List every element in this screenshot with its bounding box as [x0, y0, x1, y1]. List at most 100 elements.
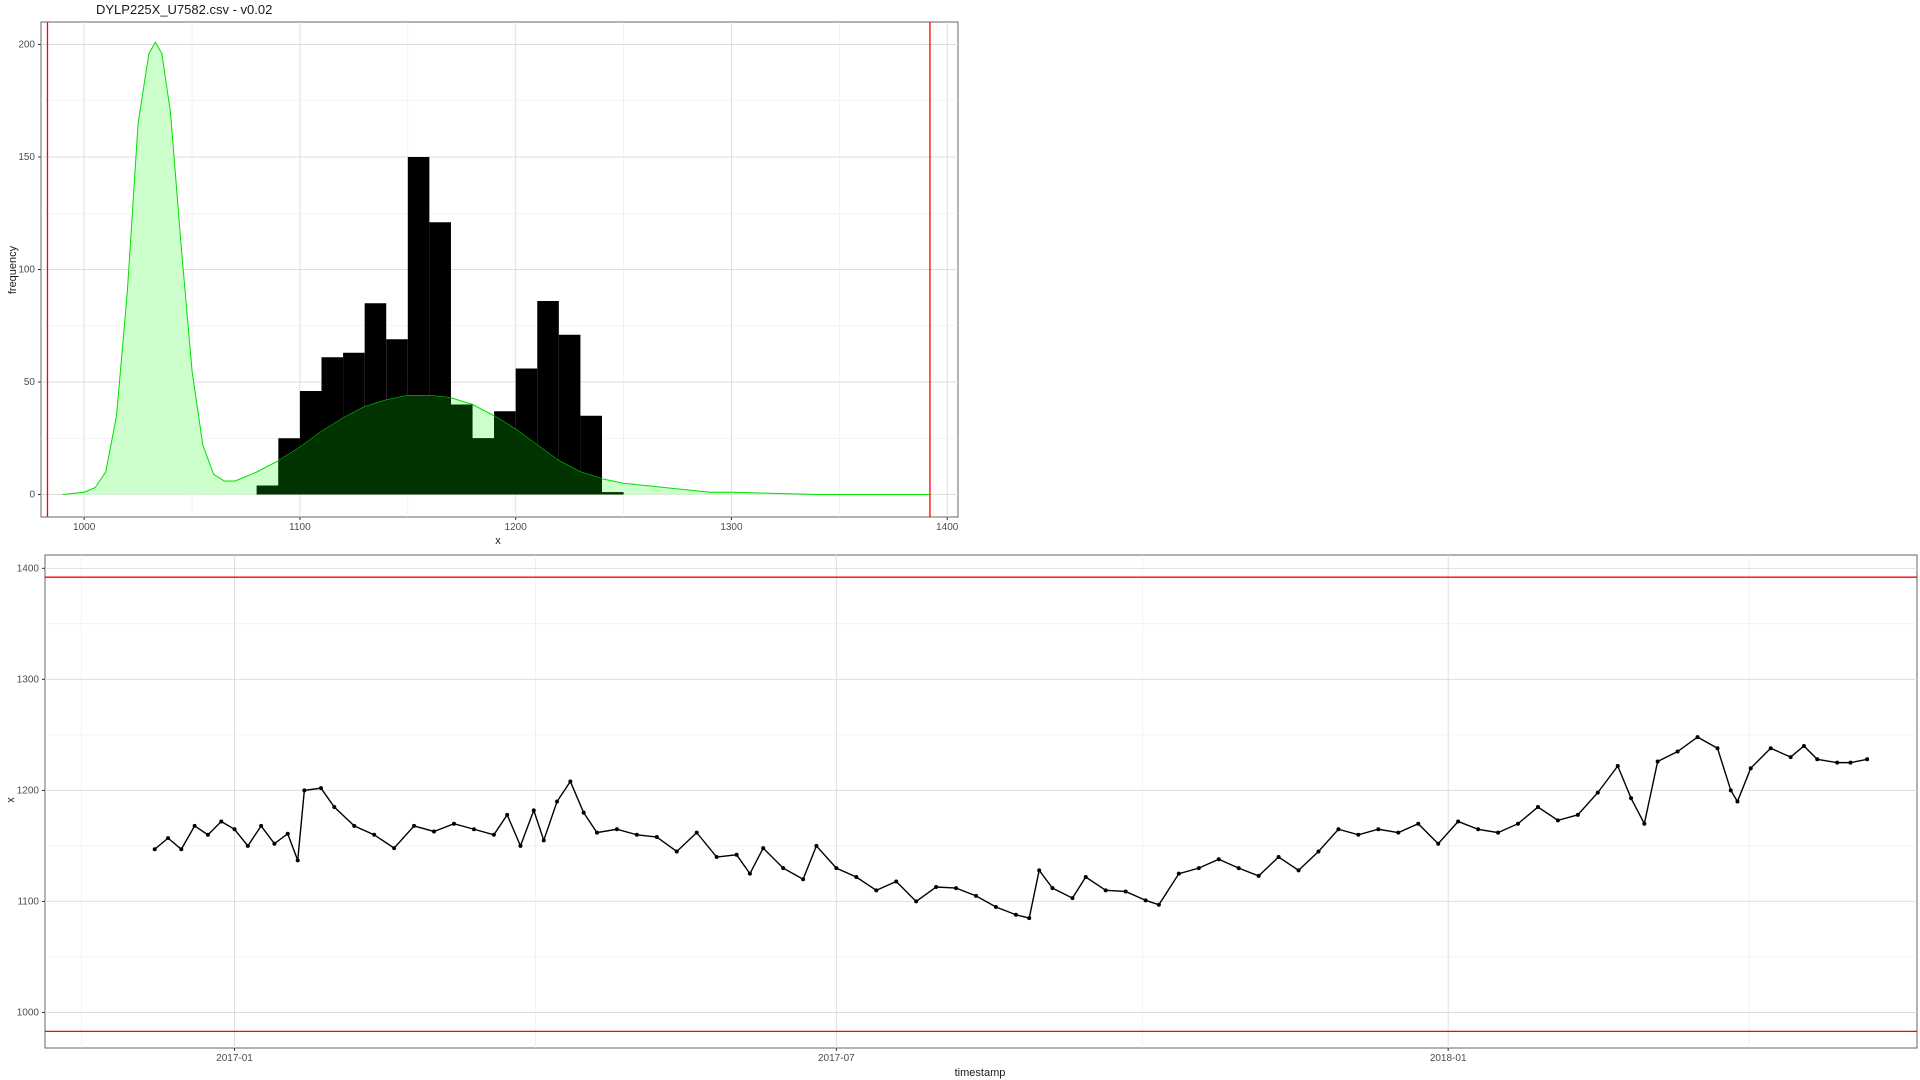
series-point	[1276, 855, 1281, 860]
series-point	[734, 852, 739, 857]
histogram-y-ticks: 0 50 100 150 200	[18, 40, 41, 501]
series-point	[674, 849, 679, 854]
y-tick-label: 1000	[17, 1007, 40, 1018]
series-point	[1027, 916, 1032, 921]
series-point	[568, 779, 573, 784]
series-point	[974, 893, 979, 898]
series-point	[1216, 857, 1221, 862]
series-point	[1595, 790, 1600, 795]
x-tick-label: 1300	[720, 522, 743, 533]
series-point	[1296, 868, 1301, 873]
series-point	[634, 832, 639, 837]
series-point	[205, 832, 210, 837]
series-point	[1037, 868, 1042, 873]
series-point	[1695, 735, 1700, 740]
series-point	[581, 810, 586, 815]
y-axis-title: frequency	[7, 245, 19, 294]
series-point	[412, 823, 417, 828]
series-point	[1316, 849, 1321, 854]
y-tick-label: 1100	[17, 896, 39, 907]
x-axis-title: x	[495, 535, 501, 547]
series-point	[694, 830, 699, 835]
timeseries-y-ticks: 1000 1100 1200 1300 1400	[17, 563, 45, 1018]
chart-title: DYLP225X_U7582.csv - v0.02	[96, 2, 272, 17]
series-point	[372, 832, 377, 837]
x-tick-label: 2017-07	[818, 1053, 855, 1064]
series-point	[392, 846, 397, 851]
series-point	[1050, 886, 1055, 891]
density-area	[62, 42, 930, 495]
series-point	[614, 827, 619, 832]
series-point	[302, 788, 307, 793]
series-point	[471, 827, 476, 832]
histogram-bar	[537, 301, 559, 495]
series-point	[1143, 898, 1148, 903]
x-tick-label: 1000	[73, 522, 96, 533]
series-point	[1496, 830, 1501, 835]
series-point	[531, 808, 536, 813]
y-tick-label: 1200	[17, 785, 40, 796]
series-point	[854, 875, 859, 880]
timeseries-x-ticks: 2017-01 2017-07 2018-01	[216, 1048, 1467, 1064]
series-point	[219, 819, 224, 824]
series-point	[1642, 821, 1647, 826]
series-point	[518, 843, 523, 848]
series-point	[1675, 749, 1680, 754]
series-point	[1236, 866, 1241, 871]
series-point	[1735, 799, 1740, 804]
y-axis-title: x	[5, 797, 17, 803]
series-point	[1768, 746, 1773, 751]
series-point	[1083, 875, 1088, 880]
y-tick-label: 1300	[17, 674, 40, 685]
density-curve	[62, 42, 930, 495]
series-point	[166, 836, 171, 841]
x-tick-label: 1400	[936, 522, 959, 533]
y-tick-label: 100	[18, 265, 35, 276]
series-point	[1256, 873, 1261, 878]
series-point	[874, 888, 879, 893]
timeseries-plot-area	[44, 554, 1918, 1049]
series-point	[179, 847, 184, 852]
series-point	[245, 843, 250, 848]
series-point	[1156, 902, 1161, 907]
series-point	[259, 823, 264, 828]
series-point	[432, 829, 437, 834]
series-point	[654, 835, 659, 840]
series-point	[1123, 889, 1128, 894]
series-point	[1748, 766, 1753, 771]
y-tick-label: 1400	[17, 563, 40, 574]
series-point	[1396, 830, 1401, 835]
series-point	[1801, 743, 1806, 748]
series-point	[1356, 832, 1361, 837]
series-point	[1176, 871, 1181, 876]
timeseries-panel: 2017-01 2017-07 2018-01 1000 1100 1200 1300 14…	[5, 554, 1918, 1079]
series-point	[1196, 866, 1201, 871]
series-point	[1848, 760, 1853, 765]
series-point	[1070, 896, 1075, 901]
series-point	[714, 855, 719, 860]
timeseries-grid	[45, 555, 1917, 1048]
x-tick-label: 2018-01	[1430, 1053, 1467, 1064]
y-tick-label: 150	[18, 152, 35, 163]
series-point	[934, 884, 939, 889]
series-point	[1376, 827, 1381, 832]
series-point	[1456, 819, 1461, 824]
series-point	[1865, 757, 1870, 762]
series-point	[272, 841, 277, 846]
series-point	[295, 858, 300, 863]
series-point	[555, 799, 560, 804]
x-axis-title: timestamp	[955, 1067, 1006, 1079]
series-point	[1476, 827, 1481, 832]
y-tick-label: 0	[29, 490, 35, 501]
series-point	[1788, 755, 1793, 760]
series-point	[761, 846, 766, 851]
series-point	[192, 823, 197, 828]
series-point	[1336, 827, 1341, 832]
series-point	[352, 823, 357, 828]
series-point	[594, 830, 599, 835]
series-point	[1575, 812, 1580, 817]
series-point	[451, 821, 456, 826]
series-point	[1535, 805, 1540, 810]
x-tick-label: 1100	[289, 522, 311, 533]
series-point	[1629, 796, 1634, 801]
